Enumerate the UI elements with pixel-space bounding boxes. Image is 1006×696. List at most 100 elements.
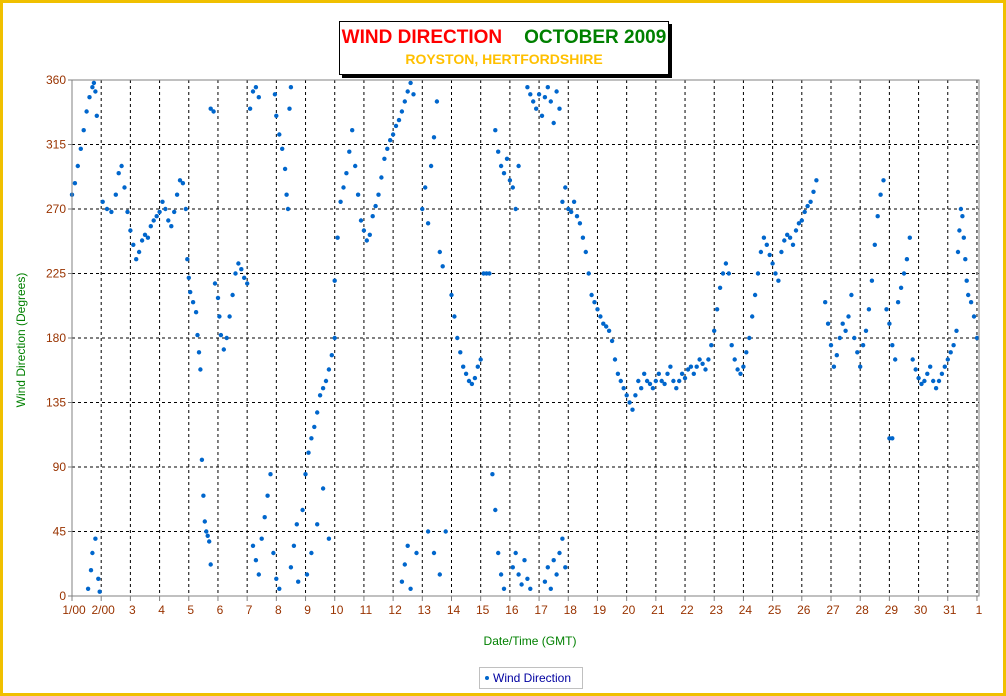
data-point [93, 536, 98, 541]
data-point [933, 386, 939, 391]
data-point [539, 113, 545, 119]
data-point [735, 367, 740, 372]
data-point [534, 106, 539, 111]
data-point [545, 85, 550, 90]
data-point [259, 536, 264, 541]
data-point [852, 335, 857, 341]
data-point [884, 307, 889, 312]
data-point [370, 214, 375, 219]
data-point [729, 343, 734, 348]
data-point [326, 367, 332, 372]
data-point [455, 335, 460, 341]
data-point [677, 378, 682, 384]
data-point [215, 295, 221, 301]
data-point [379, 175, 384, 180]
data-point [217, 314, 222, 319]
data-point [382, 156, 387, 161]
data-point [963, 257, 968, 262]
data-point [478, 357, 483, 362]
data-point [160, 199, 165, 204]
data-point [97, 589, 102, 594]
data-point [183, 206, 188, 212]
data-point [665, 371, 670, 376]
data-point [621, 386, 626, 391]
x-tick-label: 25 [768, 603, 782, 617]
data-point [955, 249, 961, 255]
data-point [154, 214, 159, 219]
data-point [466, 378, 472, 384]
data-point [548, 586, 553, 591]
y-tick-label: 90 [53, 460, 67, 474]
data-point [420, 206, 425, 212]
data-point [507, 178, 513, 183]
data-point [732, 357, 737, 362]
data-point [364, 238, 369, 243]
data-point [571, 199, 577, 204]
data-point [402, 562, 407, 567]
data-point [653, 378, 658, 384]
data-point [604, 324, 609, 329]
data-point [157, 209, 162, 215]
data-point [288, 85, 294, 90]
data-point [747, 335, 752, 341]
data-point [116, 171, 121, 176]
data-point [586, 271, 591, 276]
data-point [199, 457, 205, 462]
data-point [773, 271, 778, 276]
data-point [554, 572, 559, 577]
data-point [863, 328, 869, 333]
data-point [872, 242, 877, 247]
data-point [186, 275, 191, 280]
data-point [968, 300, 974, 305]
data-point [136, 249, 142, 255]
data-point [925, 371, 930, 376]
data-point [846, 314, 851, 319]
y-tick-label: 135 [46, 396, 66, 410]
data-point [198, 367, 203, 372]
data-point [951, 343, 956, 348]
data-point [548, 99, 553, 104]
data-point [560, 199, 565, 204]
data-point [714, 307, 720, 312]
data-point [814, 178, 819, 183]
chart-title-box: WIND DIRECTION OCTOBER 2009 ROYSTON, HERT… [339, 21, 669, 75]
data-point [195, 332, 200, 338]
data-point [496, 149, 501, 154]
data-point [913, 367, 918, 372]
x-tick-label: 30 [914, 603, 928, 617]
data-point [928, 364, 933, 369]
data-point [592, 300, 597, 305]
data-point [513, 206, 518, 212]
data-point [193, 310, 199, 315]
data-point [887, 321, 892, 326]
data-point [338, 199, 343, 204]
data-point [185, 257, 190, 262]
data-point [81, 128, 86, 133]
data-point [208, 106, 213, 111]
data-point [697, 357, 702, 362]
x-axis-title: Date/Time (GMT) [484, 634, 577, 648]
chart-title: WIND DIRECTION OCTOBER 2009 [340, 27, 668, 49]
data-point [280, 146, 285, 151]
data-point [242, 275, 247, 280]
data-point [399, 109, 405, 114]
data-point [954, 328, 959, 333]
data-point [425, 529, 431, 534]
data-point [358, 218, 364, 223]
data-point [510, 565, 515, 570]
data-point [169, 224, 174, 229]
data-point [682, 375, 688, 381]
data-point [408, 586, 413, 591]
data-point [221, 347, 226, 352]
data-point [78, 146, 84, 151]
data-point [496, 550, 501, 556]
data-point [647, 381, 653, 387]
data-point [449, 292, 454, 298]
data-point [134, 257, 139, 262]
data-point [315, 522, 320, 527]
data-point [396, 117, 402, 123]
data-point [939, 371, 945, 376]
data-point [881, 178, 886, 183]
data-point [230, 292, 235, 298]
data-point [668, 364, 673, 369]
